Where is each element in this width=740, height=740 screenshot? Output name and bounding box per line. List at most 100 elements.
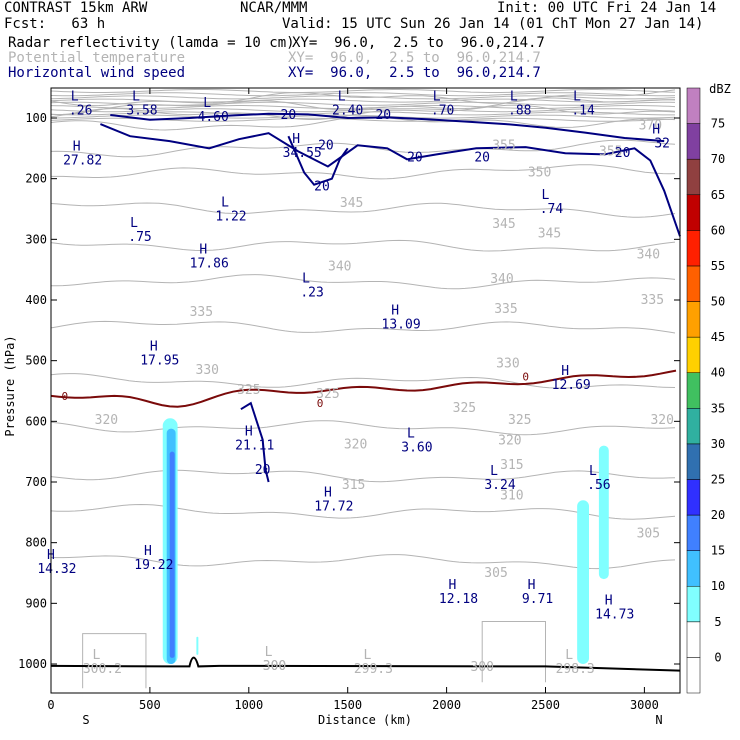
y-tick-label: 800 <box>25 536 47 550</box>
terrain <box>50 656 681 672</box>
x-tick-label: 500 <box>139 698 161 712</box>
theta-label: 325 <box>508 413 531 428</box>
extremum-kind: L <box>203 96 211 111</box>
radar-cell <box>169 451 175 658</box>
colorbar-tick-label: 40 <box>711 366 725 380</box>
wind-line <box>100 123 681 237</box>
plot-frame <box>50 87 681 694</box>
extremum-kind: H <box>324 485 332 500</box>
colorbar-tick-label: 50 <box>711 295 725 309</box>
theta-label: 355 <box>492 138 515 153</box>
terrain-line <box>50 656 681 672</box>
theta-label: 315 <box>500 458 523 473</box>
wind-label: 20 <box>314 180 330 195</box>
x-tick-label: 1000 <box>234 698 263 712</box>
extremum-kind: H <box>199 243 207 258</box>
theta-label: 340 <box>490 272 513 287</box>
theta-line <box>50 101 676 106</box>
theta-label: 305 <box>484 566 507 581</box>
extremum-kind: L <box>363 648 371 663</box>
y-tick-label: 200 <box>25 172 47 186</box>
center-title: NCAR/MMM <box>240 0 308 16</box>
extremum-kind: H <box>73 139 81 154</box>
theta-line <box>50 105 676 109</box>
extremum-value: 9.71 <box>522 592 553 607</box>
colorbar-swatch <box>686 550 701 587</box>
extremum-kind: H <box>391 303 399 318</box>
extremum-value: 34.55 <box>283 146 322 161</box>
colorbar-tick-label: 5 <box>714 615 721 629</box>
extremum-value: 14.73 <box>595 607 634 622</box>
theta-label: 300 <box>470 660 493 675</box>
colorbar-tick-label: 60 <box>711 223 725 237</box>
colorbar-swatch <box>686 657 701 694</box>
field-wind: Horizontal wind speed <box>8 65 186 81</box>
wind-label: 20 <box>375 108 391 123</box>
extremum-value: 3.24 <box>484 478 515 493</box>
theta-line <box>50 95 676 100</box>
extremum-kind: L <box>71 90 79 105</box>
extremum-kind: H <box>449 578 457 593</box>
theta-label: 330 <box>196 363 219 378</box>
colorbar-tick-label: 20 <box>711 508 725 522</box>
extremum-kind: L <box>510 90 518 105</box>
theta-label: 335 <box>494 302 517 317</box>
extremum-value: 3.58 <box>126 104 157 119</box>
x-tick-label: 2000 <box>432 698 461 712</box>
colorbar-tick-label: 15 <box>711 544 725 558</box>
field-wind-xy: XY= 96.0, 2.5 to 96.0,214.7 <box>288 65 541 81</box>
extremum-value: 14.32 <box>37 562 76 577</box>
extremum-kind: H <box>150 340 158 355</box>
axes: Pressure (hPa) Distance (km) S N 1002003… <box>3 88 680 727</box>
colorbar-swatch <box>686 123 701 160</box>
theta-line <box>50 320 676 334</box>
extremum-value: 299.3 <box>354 662 393 677</box>
theta-line <box>50 503 676 520</box>
theta-line <box>481 621 546 683</box>
colorbar-tick-label: 55 <box>711 259 725 273</box>
theta-line <box>50 89 676 93</box>
colorbar-tick-label: 45 <box>711 330 725 344</box>
wind-line <box>287 135 349 186</box>
extremum-kind: L <box>265 645 273 660</box>
theta-label: 320 <box>95 413 118 428</box>
colorbar-tick-label: 25 <box>711 472 725 486</box>
wind-line <box>240 401 270 483</box>
extremum-value: .75 <box>128 230 151 245</box>
extremum-value: 1.22 <box>215 209 246 224</box>
theta-label: 335 <box>190 305 213 320</box>
theta-line <box>50 239 676 252</box>
colorbar-swatch <box>686 158 701 196</box>
field-reflectivity-xy: XY= 96.0, 2.5 to 96.0,214.7 <box>292 35 545 51</box>
extremum-value: .23 <box>300 286 323 301</box>
zero-label: 0 <box>522 370 529 383</box>
extremum-kind: L <box>93 648 101 663</box>
theta-line <box>51 164 676 180</box>
colorbar-swatch <box>686 372 701 409</box>
colorbar-unit: dBZ <box>709 82 731 96</box>
zero-label: 0 <box>62 390 69 403</box>
theta-line <box>50 111 675 116</box>
x-tick-label: 1500 <box>333 698 362 712</box>
field-theta: Potential temperature <box>8 50 186 66</box>
colorbar-swatch <box>686 301 701 338</box>
y-tick-label: 300 <box>25 232 47 246</box>
extremum-kind: L <box>132 90 140 105</box>
extremum-value: .88 <box>508 104 531 119</box>
extremum-value: 300 <box>263 659 286 674</box>
theta-label: 335 <box>641 293 664 308</box>
x-axis-label: Distance (km) <box>318 713 412 727</box>
extremum-value: 298.3 <box>556 662 595 677</box>
radar-cell <box>598 445 609 580</box>
extremum-kind: L <box>433 90 441 105</box>
colorbar-swatch <box>686 479 701 516</box>
extremum-value: 19.22 <box>134 558 173 573</box>
colorbar-swatch <box>686 194 701 231</box>
extremum-kind: L <box>542 188 550 203</box>
extremum-kind: L <box>338 90 346 105</box>
theta-line <box>50 108 676 113</box>
colorbar-swatch <box>686 585 701 623</box>
extremum-value: .74 <box>540 202 564 217</box>
colorbar-swatch <box>686 87 701 124</box>
extremum-kind: H <box>245 425 253 440</box>
